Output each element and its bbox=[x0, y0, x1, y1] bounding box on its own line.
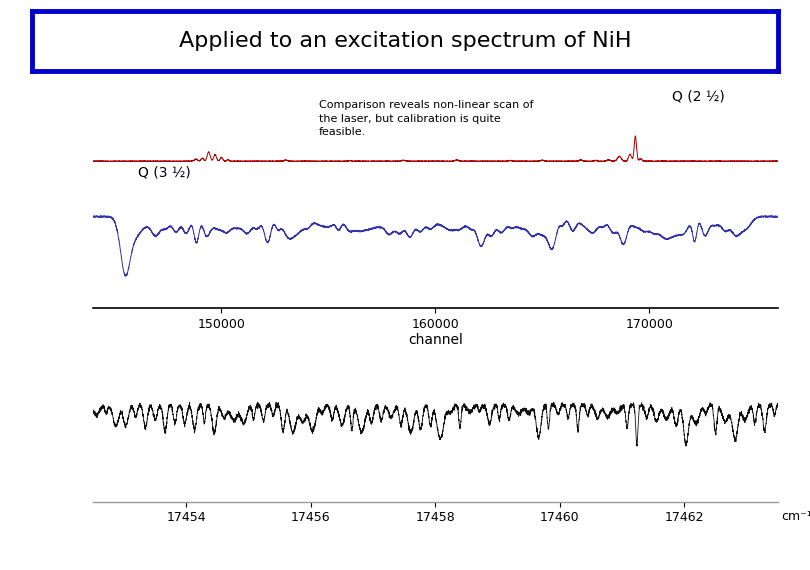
Text: Comparison reveals non-linear scan of
the laser, but calibration is quite
feasib: Comparison reveals non-linear scan of th… bbox=[319, 100, 534, 137]
Text: Q (2 ½): Q (2 ½) bbox=[671, 89, 724, 103]
X-axis label: channel: channel bbox=[408, 333, 463, 347]
Text: Q (3 ½): Q (3 ½) bbox=[138, 165, 190, 179]
Text: cm⁻¹: cm⁻¹ bbox=[781, 510, 810, 523]
Text: Applied to an excitation spectrum of NiH: Applied to an excitation spectrum of NiH bbox=[179, 31, 631, 51]
